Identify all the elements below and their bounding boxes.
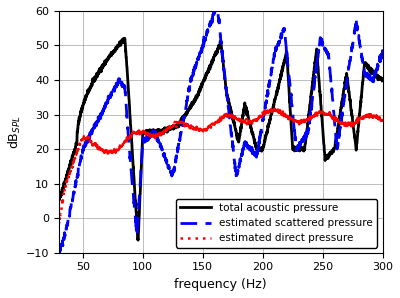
X-axis label: frequency (Hz): frequency (Hz) — [174, 278, 267, 291]
Y-axis label: dB$_{SPL}$: dB$_{SPL}$ — [7, 115, 23, 149]
total acoustic pressure — [371, 72, 376, 76]
estimated scattered pressure — [205, 28, 210, 31]
estimated direct pressure — [56, 223, 61, 226]
total acoustic pressure — [73, 146, 78, 149]
Line: estimated scattered pressure: estimated scattered pressure — [59, 3, 382, 254]
total acoustic pressure — [312, 70, 316, 74]
estimated scattered pressure — [371, 78, 376, 82]
total acoustic pressure — [380, 79, 385, 83]
total acoustic pressure — [122, 37, 127, 40]
estimated scattered pressure — [56, 252, 61, 255]
estimated scattered pressure — [214, 1, 219, 5]
estimated direct pressure — [371, 114, 376, 117]
estimated direct pressure — [73, 153, 78, 157]
total acoustic pressure — [136, 238, 140, 242]
total acoustic pressure — [56, 199, 61, 202]
Line: total acoustic pressure: total acoustic pressure — [59, 38, 382, 240]
estimated scattered pressure — [214, 7, 219, 10]
Legend: total acoustic pressure, estimated scattered pressure, estimated direct pressure: total acoustic pressure, estimated scatt… — [176, 199, 377, 248]
Line: estimated direct pressure: estimated direct pressure — [59, 109, 382, 224]
estimated direct pressure — [205, 125, 210, 129]
total acoustic pressure — [371, 71, 376, 75]
estimated direct pressure — [380, 121, 385, 125]
estimated scattered pressure — [371, 76, 376, 80]
total acoustic pressure — [214, 50, 219, 54]
estimated direct pressure — [371, 114, 376, 118]
estimated scattered pressure — [312, 86, 316, 89]
estimated scattered pressure — [380, 50, 385, 54]
estimated direct pressure — [312, 116, 316, 119]
total acoustic pressure — [206, 71, 210, 74]
estimated direct pressure — [214, 121, 219, 125]
estimated direct pressure — [274, 107, 279, 111]
estimated scattered pressure — [73, 184, 78, 188]
